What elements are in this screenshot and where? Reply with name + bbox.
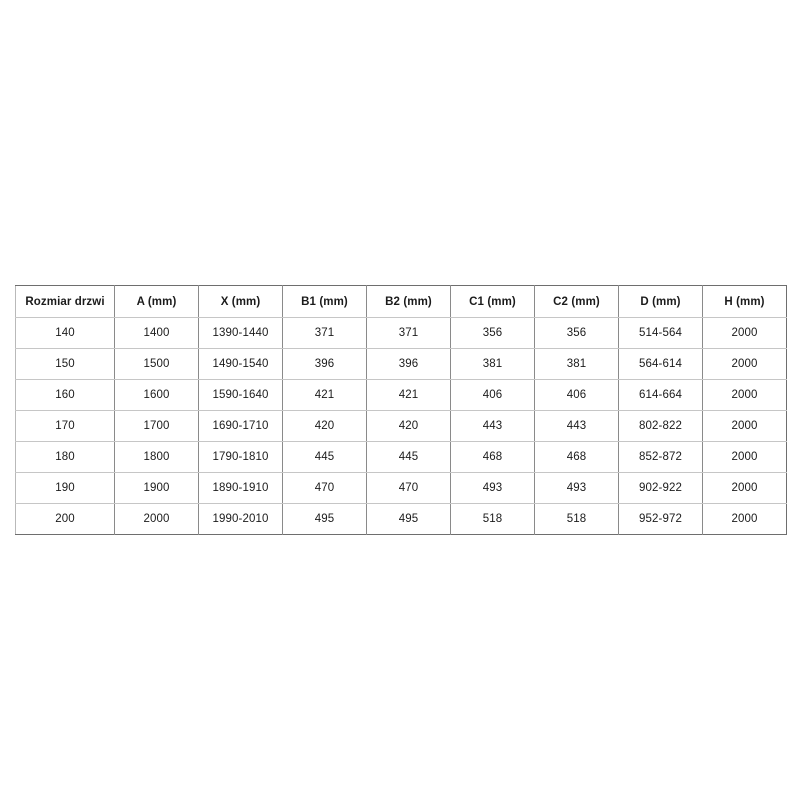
cell-b1: 371 xyxy=(282,317,367,349)
cell-b2: 470 xyxy=(366,472,451,504)
cell-h: 2000 xyxy=(702,441,787,473)
cell-b1: 495 xyxy=(282,503,367,535)
cell-x: 1690-1710 xyxy=(198,410,283,442)
column-header-b2: B2 (mm) xyxy=(366,285,451,318)
cell-b1: 421 xyxy=(282,379,367,411)
cell-b1: 470 xyxy=(282,472,367,504)
column-header-d: D (mm) xyxy=(618,285,703,318)
cell-rozmiar-drzwi: 160 xyxy=(15,379,115,411)
cell-h: 2000 xyxy=(702,472,787,504)
cell-c1: 406 xyxy=(450,379,535,411)
cell-c1: 443 xyxy=(450,410,535,442)
column-header-x: X (mm) xyxy=(198,285,283,318)
table-row: 180 1800 1790-1810 445 445 468 468 852-8… xyxy=(15,441,787,473)
cell-rozmiar-drzwi: 150 xyxy=(15,348,115,380)
cell-c1: 518 xyxy=(450,503,535,535)
table-row: 170 1700 1690-1710 420 420 443 443 802-8… xyxy=(15,410,787,442)
cell-c2: 443 xyxy=(534,410,619,442)
cell-rozmiar-drzwi: 180 xyxy=(15,441,115,473)
cell-b1: 396 xyxy=(282,348,367,380)
cell-d: 952-972 xyxy=(618,503,703,535)
cell-h: 2000 xyxy=(702,410,787,442)
cell-b2: 420 xyxy=(366,410,451,442)
cell-b1: 445 xyxy=(282,441,367,473)
cell-d: 802-822 xyxy=(618,410,703,442)
cell-c1: 356 xyxy=(450,317,535,349)
cell-x: 1390-1440 xyxy=(198,317,283,349)
cell-x: 1990-2010 xyxy=(198,503,283,535)
cell-b2: 445 xyxy=(366,441,451,473)
cell-h: 2000 xyxy=(731,513,758,525)
cell-a: 1600 xyxy=(114,379,199,411)
cell-c2: 356 xyxy=(534,317,619,349)
cell-a: 1800 xyxy=(114,441,199,473)
cell-b2: 396 xyxy=(366,348,451,380)
column-header-c2: C2 (mm) xyxy=(534,285,619,318)
table-row: 160 1600 1590-1640 421 421 406 406 614-6… xyxy=(15,379,787,411)
cell-a: 1700 xyxy=(114,410,199,442)
cell-x: 1490-1540 xyxy=(198,348,283,380)
table-row: 200 2000 1990-2010 495 495 518 518 952-9… xyxy=(15,503,787,535)
table-row: 140 1400 1390-1440 371 371 356 356 514-5… xyxy=(15,317,787,349)
cell-b2: 421 xyxy=(366,379,451,411)
cell-rozmiar-drzwi: 140 xyxy=(15,317,115,349)
cell-a: 1900 xyxy=(114,472,199,504)
specification-table-container: Rozmiar drzwi A (mm) X (mm) B1 (mm) B2 (… xyxy=(15,285,787,535)
cell-c2: 468 xyxy=(534,441,619,473)
cell-b1: 420 xyxy=(282,410,367,442)
column-header-rozmiar-drzwi: Rozmiar drzwi xyxy=(15,285,115,318)
cell-d: 852-872 xyxy=(618,441,703,473)
cell-c1: 493 xyxy=(450,472,535,504)
cell-a: 1500 xyxy=(114,348,199,380)
cell-c2: 381 xyxy=(534,348,619,380)
column-header-h: H (mm) xyxy=(702,285,787,318)
cell-h: 2000 xyxy=(702,379,787,411)
cell-x: 1790-1810 xyxy=(198,441,283,473)
column-header-c1: C1 (mm) xyxy=(450,285,535,318)
cell-rozmiar-drzwi: 170 xyxy=(15,410,115,442)
cell-h: 2000 xyxy=(702,317,787,349)
cell-x: 1890-1910 xyxy=(198,472,283,504)
cell-b2: 371 xyxy=(366,317,451,349)
cell-b2: 495 xyxy=(366,503,451,535)
cell-c2: 518 xyxy=(534,503,619,535)
table-header: Rozmiar drzwi A (mm) X (mm) B1 (mm) B2 (… xyxy=(15,285,787,318)
table-row: 190 1900 1890-1910 470 470 493 493 902-9… xyxy=(15,472,787,504)
column-header-a: A (mm) xyxy=(114,285,199,318)
cell-d: 514-564 xyxy=(618,317,703,349)
cell-d: 614-664 xyxy=(618,379,703,411)
cell-a: 2000 xyxy=(114,503,199,535)
cell-a: 1400 xyxy=(114,317,199,349)
table-row: 150 1500 1490-1540 396 396 381 381 564-6… xyxy=(15,348,787,380)
table-body: 140 1400 1390-1440 371 371 356 356 514-5… xyxy=(15,317,787,535)
cell-d: 564-614 xyxy=(618,348,703,380)
cell-c2: 493 xyxy=(534,472,619,504)
cell-rozmiar-drzwi: 190 xyxy=(15,472,115,504)
cell-c2: 406 xyxy=(534,379,619,411)
table-header-row: Rozmiar drzwi A (mm) X (mm) B1 (mm) B2 (… xyxy=(15,285,787,318)
cell-rozmiar-drzwi: 200 xyxy=(15,503,115,535)
cell-c1: 468 xyxy=(450,441,535,473)
column-header-b1: B1 (mm) xyxy=(282,285,367,318)
cell-x: 1590-1640 xyxy=(198,379,283,411)
cell-c1: 381 xyxy=(450,348,535,380)
cell-h: 2000 xyxy=(702,348,787,380)
door-size-specification-table: Rozmiar drzwi A (mm) X (mm) B1 (mm) B2 (… xyxy=(15,285,787,535)
cell-d: 902-922 xyxy=(618,472,703,504)
